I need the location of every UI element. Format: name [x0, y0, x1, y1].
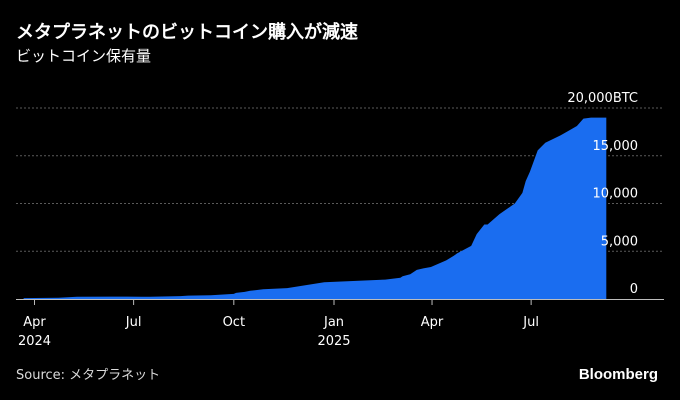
x-tick-label: Apr	[421, 315, 444, 330]
source-note: Source: メタプラネット	[16, 368, 161, 383]
x-axis	[16, 299, 664, 305]
chart-subtitle: ビットコイン保有量	[16, 47, 152, 65]
chart-title: メタプラネットのビットコイン購入が減速	[16, 22, 358, 43]
y-tick-label: 10,000	[593, 187, 639, 202]
x-tick-label: Jan	[323, 315, 344, 330]
x-tick-year-label: 2024	[18, 334, 51, 349]
x-tick-label: Jul	[522, 315, 539, 330]
brand-logo: Bloomberg	[578, 366, 658, 383]
x-axis-labels: Apr 2024 Jul Oct Jan 2025 Apr Jul	[18, 315, 539, 349]
y-tick-label: 0	[630, 282, 638, 297]
y-tick-label: 5,000	[601, 234, 638, 249]
series-area	[23, 117, 607, 299]
x-tick-label: Oct	[223, 315, 245, 330]
x-tick-label: Jul	[125, 315, 142, 330]
y-tick-label: 20,000BTC	[567, 91, 638, 106]
x-tick-year-label: 2025	[317, 334, 350, 349]
x-tick-label: Apr	[23, 315, 46, 330]
y-axis-labels: 20,000BTC 15,000 10,000 5,000 0	[567, 91, 638, 297]
y-tick-label: 15,000	[593, 139, 639, 154]
holdings-area	[23, 117, 607, 299]
